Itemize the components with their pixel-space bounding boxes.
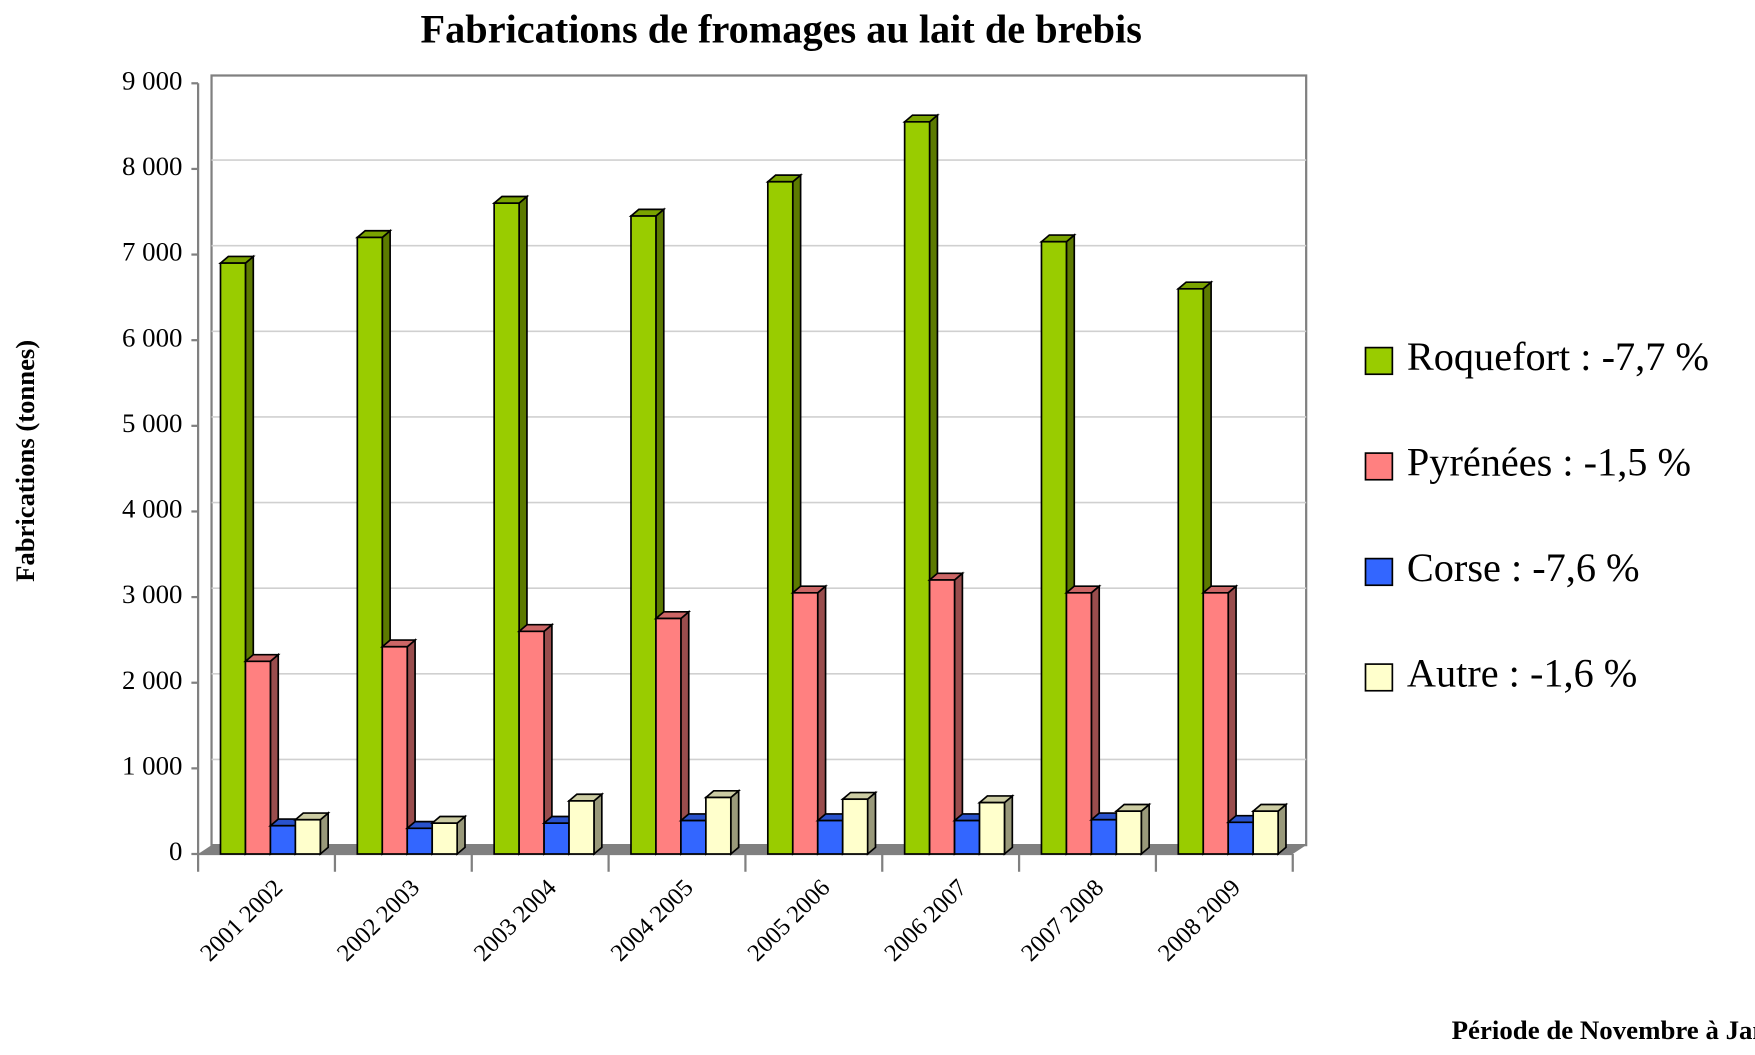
- floor: [198, 845, 1307, 854]
- bar: [1065, 591, 1093, 855]
- bar: [928, 579, 956, 855]
- x-tick-label: 2002 2003: [332, 874, 425, 966]
- bar: [568, 800, 595, 855]
- legend-swatch: [1364, 452, 1394, 481]
- bar: [406, 827, 434, 855]
- bar: [1090, 818, 1118, 855]
- bar: [1115, 810, 1143, 855]
- legend-label: Autre : -1,6 %: [1407, 651, 1637, 696]
- y-tick-label: 7 000: [122, 237, 182, 267]
- x-tick-label: 2005 2006: [742, 874, 835, 966]
- bar: [1227, 821, 1255, 855]
- bar: [431, 822, 459, 855]
- bar-side: [1003, 794, 1014, 856]
- legend-label: Corse : -7,6 %: [1407, 545, 1640, 590]
- bar: [294, 818, 322, 855]
- y-tick-label: 1 000: [122, 751, 182, 781]
- bar: [978, 801, 1006, 855]
- y-axis-title: Fabrications (tonnes): [10, 340, 40, 582]
- legend-swatch: [1364, 663, 1394, 692]
- bar-side: [593, 792, 603, 856]
- y-tick-label: 2 000: [122, 665, 182, 695]
- bar: [1252, 810, 1279, 855]
- bar: [791, 591, 819, 855]
- bar-side: [953, 571, 964, 856]
- bar: [518, 630, 545, 855]
- bar: [493, 202, 520, 855]
- y-tick-label: 5 000: [122, 408, 182, 438]
- x-tick-label: 2008 2009: [1153, 874, 1246, 966]
- bar-side: [866, 790, 877, 856]
- bar-side: [1277, 802, 1287, 856]
- bar-side: [729, 789, 740, 856]
- x-tick-label: 2006 2007: [879, 874, 972, 966]
- bar: [219, 262, 247, 855]
- bar: [680, 819, 707, 855]
- x-tick-label: 2007 2008: [1016, 874, 1109, 966]
- y-tick-label: 8 000: [122, 151, 182, 181]
- y-tick-label: 9 000: [122, 66, 182, 96]
- legend-label: Roquefort : -7,7 %: [1407, 334, 1709, 379]
- bar: [1177, 287, 1205, 855]
- bar: [816, 819, 844, 855]
- bar: [705, 796, 732, 855]
- bar-side: [816, 584, 827, 856]
- bar: [244, 660, 272, 855]
- legend-label: Pyrénées : -1,5 %: [1407, 440, 1691, 485]
- y-tick-label: 3 000: [122, 579, 182, 609]
- y-tick-label: 4 000: [122, 494, 182, 524]
- bar: [543, 822, 570, 855]
- chart-title: Fabrications de fromages au lait de breb…: [421, 7, 1142, 52]
- x-axis-title: Période de Novembre à Janvier: [1452, 1015, 1755, 1045]
- x-tick-label: 2001 2002: [195, 874, 288, 966]
- bar: [381, 645, 409, 855]
- bar-side: [1140, 802, 1150, 856]
- bar: [356, 236, 384, 855]
- bar: [269, 824, 297, 855]
- x-tick-label: 2003 2004: [469, 874, 562, 966]
- bar: [630, 215, 657, 855]
- bar: [1202, 591, 1230, 855]
- bar: [655, 617, 682, 855]
- bar: [903, 120, 931, 855]
- y-tick-label: 6 000: [122, 322, 182, 352]
- bar: [841, 798, 869, 855]
- bar: [1040, 240, 1068, 855]
- bar: [953, 819, 981, 855]
- y-tick-label: 0: [169, 836, 182, 866]
- x-tick-label: 2004 2005: [606, 874, 699, 966]
- legend-swatch: [1364, 346, 1394, 376]
- legend-swatch: [1364, 557, 1394, 587]
- bar: [766, 180, 794, 855]
- bar-side: [1227, 584, 1237, 856]
